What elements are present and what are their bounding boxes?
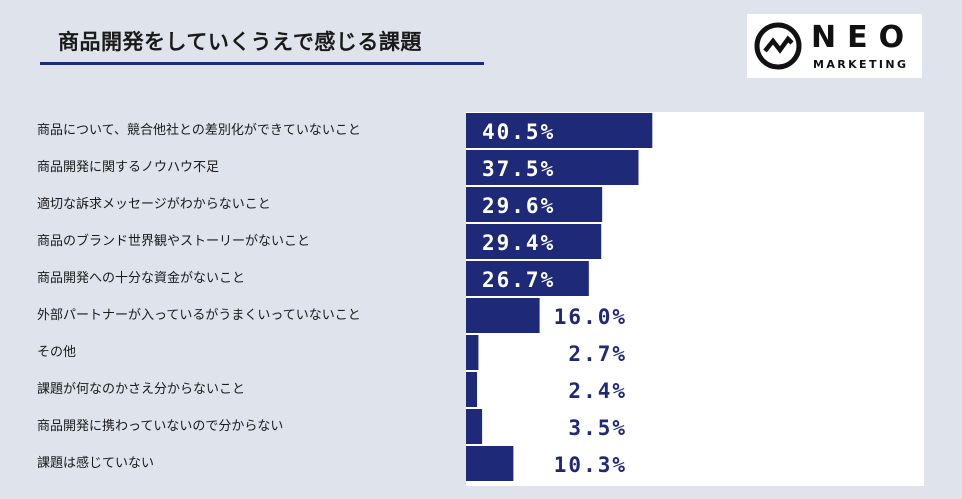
category-label: 商品開発に関するノウハウ不足 <box>37 160 219 175</box>
chart-title: 商品開発をしていくうえで感じる課題 <box>58 30 422 54</box>
neo-marketing-logo: NEO MARKETING <box>747 14 922 78</box>
value-label: 2.4% <box>568 379 627 403</box>
value-label: 3.5% <box>568 416 627 440</box>
bar <box>466 372 478 407</box>
bar <box>466 409 483 444</box>
bar <box>466 187 603 222</box>
bar <box>466 150 639 185</box>
value-label: 40.5% <box>482 120 555 144</box>
category-label: 課題が何なのかさえ分からないこと <box>37 381 245 397</box>
bar <box>466 224 602 259</box>
category-label: 外部パートナーが入っているがうまくいっていないこと <box>37 308 361 323</box>
category-label: 商品開発への十分な資金がないこと <box>37 270 245 286</box>
value-label: 29.6% <box>482 194 555 218</box>
value-label: 10.3% <box>554 453 627 477</box>
category-label: 商品について、競合他社との差別化ができていないこと <box>37 122 361 138</box>
value-label: 16.0% <box>554 305 627 329</box>
logo-main-text: NEO <box>811 20 916 55</box>
logo-sub-text: MARKETING <box>813 58 909 71</box>
bar <box>466 298 540 333</box>
category-label: その他 <box>37 345 76 360</box>
bar <box>466 446 514 481</box>
category-label: 適切な訴求メッセージがわからないこと <box>37 196 271 212</box>
bar <box>466 261 589 296</box>
value-label: 29.4% <box>482 231 555 255</box>
value-label: 2.7% <box>568 342 627 366</box>
value-label: 26.7% <box>482 268 555 292</box>
category-label: 商品開発に携わっていないので分からない <box>37 418 283 434</box>
category-label: 課題は感じていない <box>37 455 154 471</box>
category-label: 商品のブランド世界観やストーリーがないこと <box>37 233 310 249</box>
bar <box>466 113 653 148</box>
logo-pulse-icon <box>754 22 802 70</box>
value-label: 37.5% <box>482 157 555 181</box>
bar <box>466 335 479 370</box>
title-underline <box>40 62 484 65</box>
